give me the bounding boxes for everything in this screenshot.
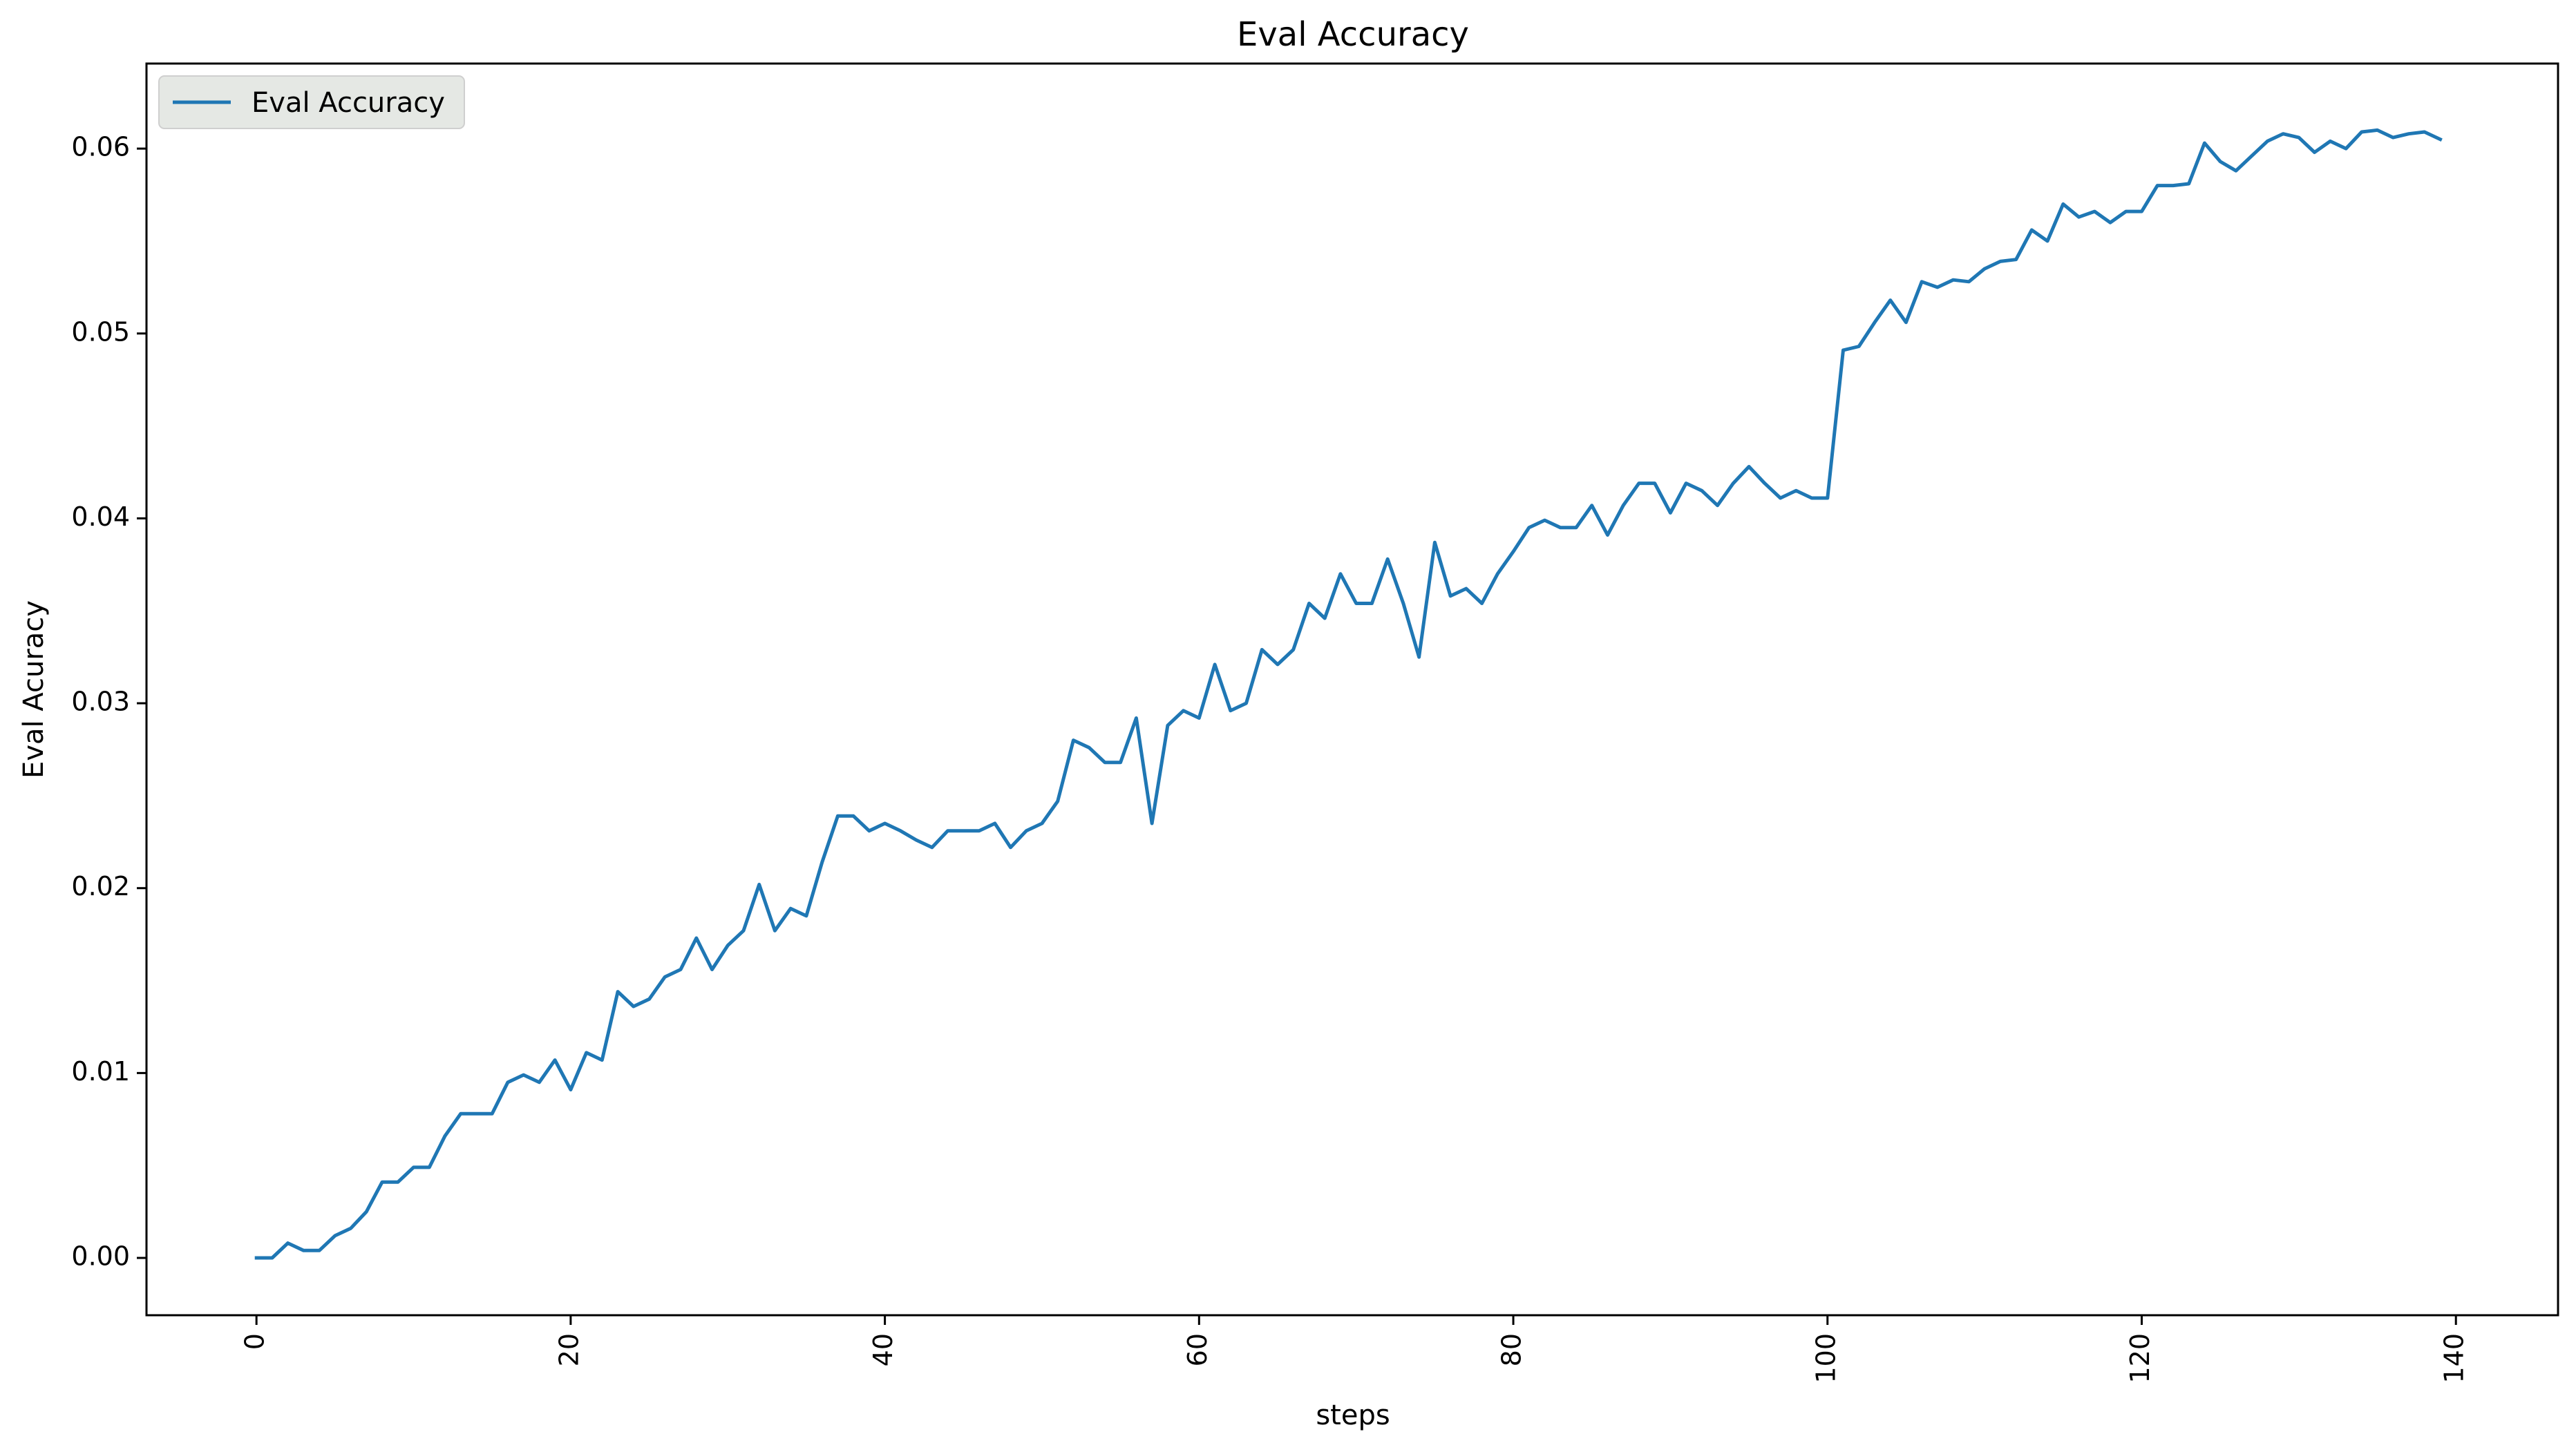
x-tick-label: 40 (868, 1333, 898, 1366)
y-axis-label: Eval Acuracy (18, 600, 50, 778)
y-tick-label: 0.00 (71, 1241, 130, 1272)
x-axis-label: steps (1316, 1400, 1390, 1431)
x-tick-label: 0 (240, 1333, 270, 1350)
series-line-eval-accuracy (254, 128, 2443, 1260)
legend-label: Eval Accuracy (252, 87, 445, 119)
chart-title: Eval Accuracy (1237, 15, 1469, 54)
plot-area (145, 62, 2559, 1317)
y-axis-ticks: 0.00 0.01 0.02 0.03 0.04 0.05 0.06 (71, 132, 146, 1272)
legend: Eval Accuracy (158, 75, 465, 129)
plot-frame (145, 62, 2559, 1317)
x-tick-label: 20 (553, 1333, 584, 1366)
x-tick-label: 60 (1182, 1333, 1213, 1366)
x-tick-label: 80 (1497, 1333, 1527, 1366)
y-tick-label: 0.02 (71, 871, 130, 901)
x-tick-label: 120 (2125, 1333, 2155, 1384)
y-tick-label: 0.05 (71, 316, 130, 347)
x-axis-ticks: 0 20 40 60 80 100 120 140 (240, 1315, 2470, 1384)
y-tick-label: 0.06 (71, 132, 130, 162)
y-tick-label: 0.01 (71, 1056, 130, 1087)
x-tick-label: 140 (2439, 1333, 2470, 1384)
y-tick-label: 0.04 (71, 501, 130, 532)
x-tick-label: 100 (1810, 1333, 1841, 1384)
y-tick-label: 0.03 (71, 687, 130, 717)
legend-box (158, 75, 465, 129)
